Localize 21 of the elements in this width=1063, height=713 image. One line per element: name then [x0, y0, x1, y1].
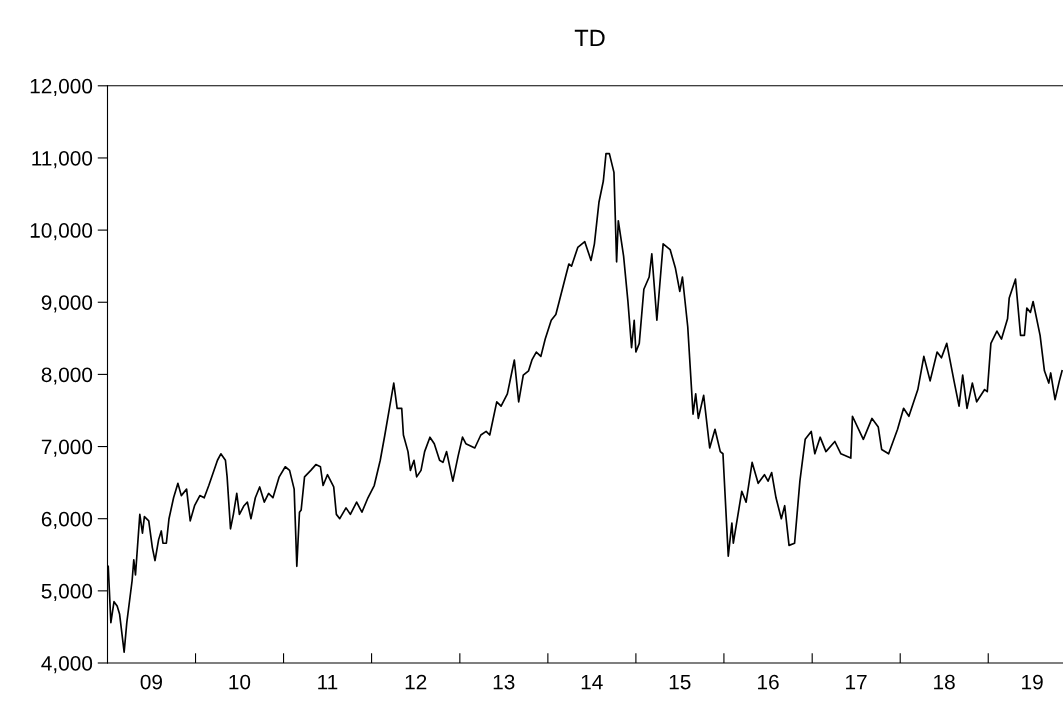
y-tick-label: 9,000 — [41, 295, 93, 313]
y-tick-label: 6,000 — [41, 511, 93, 529]
chart-title: TD — [574, 29, 605, 47]
x-tick-label: 15 — [669, 674, 691, 690]
x-tick-label: 17 — [846, 674, 867, 690]
x-tick-label: 14 — [581, 674, 603, 690]
x-tick-label: 18 — [934, 674, 955, 690]
y-tick-label: 4,000 — [41, 656, 93, 674]
y-tick-label: 7,000 — [41, 439, 93, 457]
x-tick-label: 12 — [405, 674, 427, 690]
x-tick-label: 09 — [140, 674, 162, 690]
y-tick-label: 12,000 — [30, 78, 93, 97]
x-tick-label: 16 — [758, 674, 779, 690]
y-tick-label: 5,000 — [41, 583, 93, 602]
x-tick-label: 11 — [318, 674, 338, 690]
y-tick-label: 8,000 — [41, 367, 93, 385]
x-tick-label: 13 — [493, 674, 515, 690]
y-tick-label: 10,000 — [30, 223, 93, 241]
y-tick-label: 11,000 — [32, 150, 93, 169]
x-tick-label: 19 — [1022, 674, 1043, 690]
x-tick-label: 10 — [229, 674, 251, 690]
